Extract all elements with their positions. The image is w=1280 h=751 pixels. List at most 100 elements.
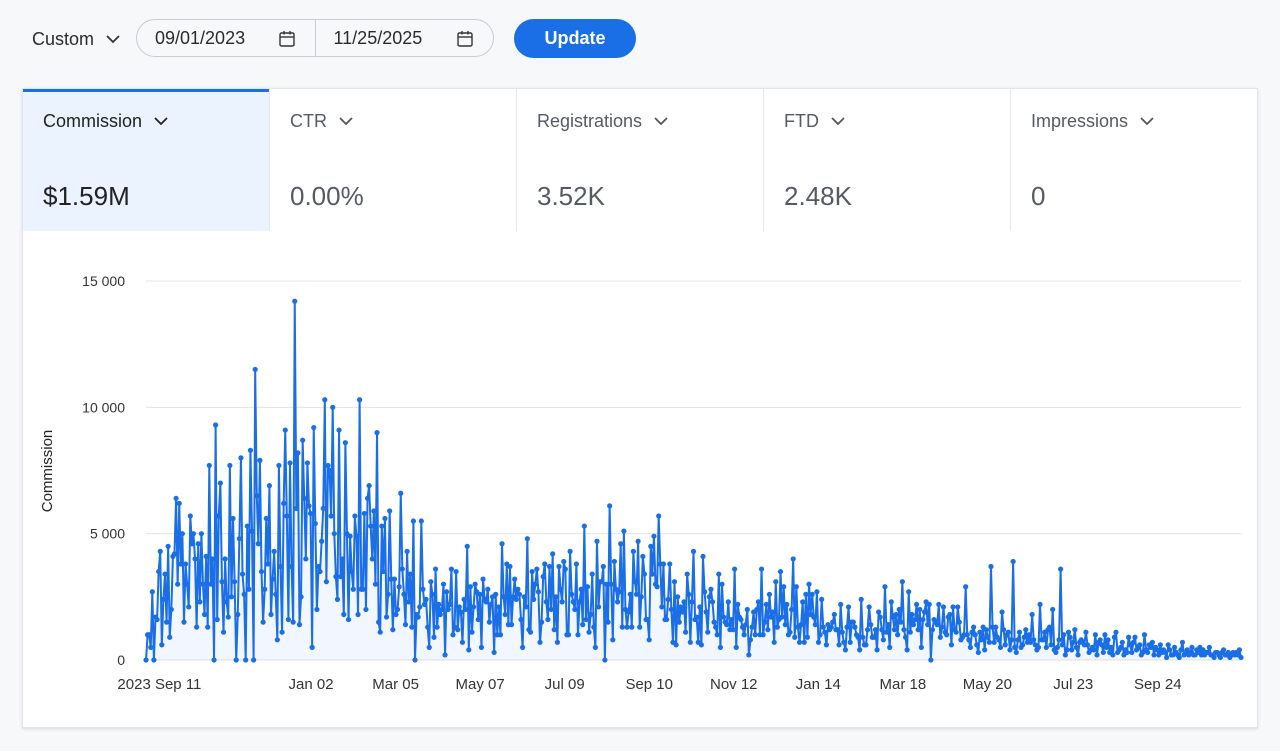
data-point[interactable] <box>974 642 980 648</box>
data-point[interactable] <box>955 604 961 610</box>
data-point[interactable] <box>328 513 334 519</box>
data-point[interactable] <box>407 571 413 577</box>
data-point[interactable] <box>855 634 861 640</box>
data-point[interactable] <box>569 591 575 597</box>
data-point[interactable] <box>333 574 339 580</box>
data-point[interactable] <box>790 556 796 562</box>
data-point[interactable] <box>812 622 818 628</box>
data-point[interactable] <box>325 462 331 469</box>
data-point[interactable] <box>1073 644 1080 650</box>
data-point[interactable] <box>940 604 947 610</box>
data-point[interactable] <box>480 576 486 582</box>
data-point[interactable] <box>532 581 538 587</box>
data-point[interactable] <box>627 591 633 597</box>
data-point[interactable] <box>1069 647 1075 653</box>
data-point[interactable] <box>1023 627 1029 633</box>
data-point[interactable] <box>455 627 461 633</box>
data-point[interactable] <box>648 543 654 549</box>
data-point[interactable] <box>402 622 409 628</box>
data-point[interactable] <box>676 619 682 625</box>
data-point[interactable] <box>635 538 641 544</box>
data-point[interactable] <box>765 627 771 633</box>
data-point[interactable] <box>665 596 671 602</box>
data-point[interactable] <box>326 467 333 474</box>
data-point[interactable] <box>529 568 535 575</box>
data-point[interactable] <box>708 586 714 592</box>
data-point[interactable] <box>197 599 203 605</box>
end-date-field[interactable]: 11/25/2025 <box>314 20 494 56</box>
data-point[interactable] <box>572 606 578 613</box>
data-point[interactable] <box>966 637 972 643</box>
data-point[interactable] <box>276 462 282 469</box>
chevron-down-icon[interactable] <box>831 117 845 126</box>
chevron-down-icon[interactable] <box>1140 117 1154 126</box>
data-point[interactable] <box>1012 644 1018 650</box>
data-point[interactable] <box>1105 637 1111 643</box>
data-point[interactable] <box>228 594 235 600</box>
data-point[interactable] <box>338 574 344 580</box>
data-point[interactable] <box>885 622 891 628</box>
data-point[interactable] <box>656 513 662 519</box>
data-point[interactable] <box>1171 644 1178 650</box>
data-point[interactable] <box>559 599 565 605</box>
data-point[interactable] <box>733 644 739 650</box>
data-point[interactable] <box>186 604 192 610</box>
data-point[interactable] <box>1102 632 1108 638</box>
data-point[interactable] <box>624 624 630 630</box>
data-point[interactable] <box>412 657 418 663</box>
data-point[interactable] <box>222 556 228 562</box>
data-point[interactable] <box>192 556 198 562</box>
data-point[interactable] <box>382 515 388 522</box>
data-point[interactable] <box>964 632 970 638</box>
data-point[interactable] <box>194 624 200 630</box>
data-point[interactable] <box>732 566 738 572</box>
data-point[interactable] <box>361 510 367 517</box>
data-point[interactable] <box>336 427 342 433</box>
data-point[interactable] <box>537 639 543 645</box>
data-point[interactable] <box>1013 649 1019 656</box>
data-point[interactable] <box>496 604 502 610</box>
data-point[interactable] <box>798 622 804 628</box>
data-point[interactable] <box>999 609 1005 615</box>
data-point[interactable] <box>784 601 790 608</box>
data-point[interactable] <box>274 637 280 643</box>
data-point[interactable] <box>907 629 913 635</box>
data-point[interactable] <box>716 571 722 577</box>
data-point[interactable] <box>1124 649 1130 656</box>
data-point[interactable] <box>1108 644 1114 650</box>
data-point[interactable] <box>315 563 322 570</box>
data-point[interactable] <box>195 541 201 547</box>
data-point[interactable] <box>947 611 953 618</box>
data-point[interactable] <box>975 649 981 656</box>
data-point[interactable] <box>198 531 204 537</box>
data-point[interactable] <box>758 566 765 572</box>
data-point[interactable] <box>1167 647 1173 653</box>
data-point[interactable] <box>497 632 504 638</box>
data-point[interactable] <box>610 637 616 643</box>
data-point[interactable] <box>561 558 567 565</box>
data-point[interactable] <box>768 614 774 620</box>
data-point[interactable] <box>241 591 247 597</box>
data-point[interactable] <box>580 622 586 628</box>
data-point[interactable] <box>554 639 561 645</box>
data-point[interactable] <box>1037 601 1043 608</box>
data-point[interactable] <box>527 629 534 635</box>
data-point[interactable] <box>456 604 462 610</box>
data-point[interactable] <box>1056 637 1062 643</box>
data-point[interactable] <box>369 556 375 562</box>
data-point[interactable] <box>687 639 693 645</box>
data-point[interactable] <box>1111 634 1118 640</box>
data-point[interactable] <box>967 644 974 650</box>
data-point[interactable] <box>209 556 216 562</box>
data-point[interactable] <box>912 616 918 623</box>
data-point[interactable] <box>806 581 812 587</box>
data-point[interactable] <box>852 624 858 630</box>
data-point[interactable] <box>1236 647 1243 653</box>
data-point[interactable] <box>929 627 936 633</box>
data-point[interactable] <box>423 596 429 602</box>
data-point[interactable] <box>752 632 758 638</box>
data-point[interactable] <box>178 561 184 567</box>
data-point[interactable] <box>950 604 956 610</box>
data-point[interactable] <box>626 609 632 615</box>
date-range-select[interactable]: Custom <box>22 20 120 58</box>
